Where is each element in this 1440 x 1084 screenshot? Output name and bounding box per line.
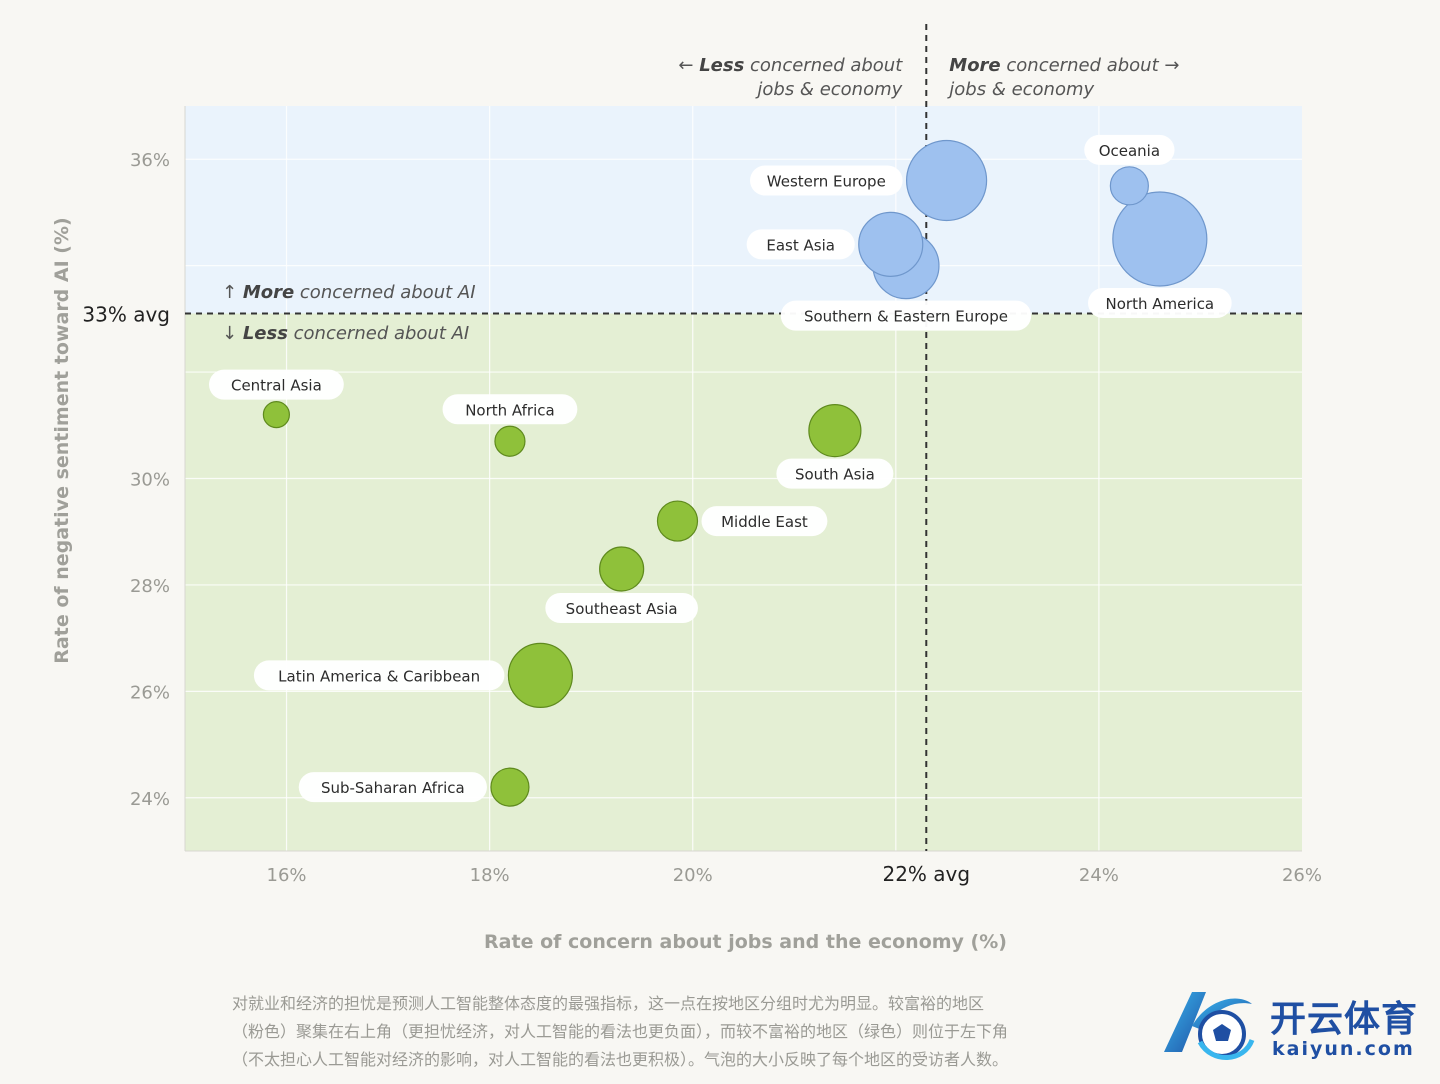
point-label-bg [746,229,855,260]
left-quadrant-annotation-line2: jobs & economy [754,79,902,100]
bubble-south-asia [808,404,862,458]
point-label-oceania: Oceania [1084,134,1175,165]
point-label-southern-and-eastern-europe: Southern & Eastern Europe [780,300,1032,331]
x-tick-label: 18% [470,865,510,886]
y-axis-title: Rate of negative sentiment toward AI (%) [51,217,73,663]
logo-text-en: kaiyun.com [1272,1038,1415,1060]
brand-logo: 开云体育 kaiyun.com [1152,982,1432,1066]
point-label-north-america: North America [1087,288,1232,319]
left-quadrant-annotation: ← Less concerned about [678,55,903,76]
scatter-chart: 16% 18% 20% 24% 26% 24% 26% 28% 30% 36% 22% avg 33%… [51,24,1322,953]
y-tick-label: 24% [130,789,170,810]
bubble-oceania [1109,166,1149,206]
point-label-southeast-asia: Southeast Asia [545,592,698,623]
y-tick-label: 26% [130,682,170,703]
point-label-text: Central Asia [231,377,322,395]
point-label-text: Sub-Saharan Africa [321,779,465,797]
point-label-bg [545,592,698,623]
caption-line: （粉色）聚集在右上角（更担忧经济，对人工智能的看法也更负面），而较不富裕的地区（… [232,1022,1009,1041]
lower-region-annotation: ↓ Less concerned about AI [222,323,469,344]
lower-region-bg [185,313,1302,851]
bubble-western-europe [905,139,988,222]
point-label-text: Southeast Asia [566,600,678,618]
point-label-bg [253,660,505,691]
logo-text-cn: 开云体育 [1270,999,1419,1040]
point-label-central-asia: Central Asia [208,369,344,400]
right-quadrant-annotation: More concerned about → [949,55,1179,76]
point-label-bg [1087,288,1232,319]
point-label-bg [298,772,487,803]
point-label-south-asia: South Asia [776,458,894,489]
point-label-bg [208,369,344,400]
bubble-central-asia [262,401,290,429]
point-label-text: East Asia [766,236,835,254]
point-label-text: Oceania [1099,142,1160,160]
point-label-text: South Asia [795,466,875,484]
point-label-bg [1084,134,1175,165]
point-label-text: Middle East [721,513,808,531]
point-label-latin-america-and-caribbean: Latin America & Caribbean [253,660,505,691]
ball-logo-icon [1164,992,1255,1060]
point-label-text: Latin America & Caribbean [278,667,480,685]
point-label-east-asia: East Asia [746,229,855,260]
bubble-southeast-asia [599,546,645,592]
point-label-middle-east: Middle East [701,506,828,537]
caption-line: 对就业和经济的担忧是预测人工智能整体态度的最强指标，这一点在按地区分组时尤为明显… [232,994,985,1013]
point-label-north-africa: North Africa [442,394,578,425]
chart-caption: 对就业和经济的担忧是预测人工智能整体态度的最强指标，这一点在按地区分组时尤为明显… [232,990,1162,1074]
bubble-north-africa [494,425,526,457]
x-tick-label: 26% [1282,865,1322,886]
point-label-bg [442,394,578,425]
upper-region-annotation: ↑ More concerned about AI [222,282,476,303]
x-average-label: 22% avg [882,862,970,886]
caption-line: （不太担心人工智能对经济的影响，对人工智能的看法也更积极）。气泡的大小反映了每个… [232,1050,1009,1069]
y-tick-label: 28% [130,576,170,597]
point-label-text: North Africa [465,401,555,419]
point-label-western-europe: Western Europe [749,165,903,196]
x-tick-label: 24% [1079,865,1119,886]
bubble-sub-saharan-africa [490,767,530,807]
point-label-bg [749,165,903,196]
point-label-bg [776,458,894,489]
y-tick-label: 30% [130,470,170,491]
x-tick-label: 16% [267,865,307,886]
bubble-north-america [1112,191,1208,287]
y-tick-label: 36% [130,150,170,171]
x-axis-title: Rate of concern about jobs and the econo… [484,931,1007,953]
point-label-bg [701,506,828,537]
x-tick-label: 20% [673,865,713,886]
y-average-label: 33% avg [82,303,170,327]
point-label-text: Western Europe [767,173,886,191]
point-label-sub-saharan-africa: Sub-Saharan Africa [298,772,487,803]
bubble-latin-america-and-caribbean [507,642,574,708]
point-label-text: Southern & Eastern Europe [804,308,1008,326]
bubble-east-asia [858,211,924,277]
point-label-bg [780,300,1032,331]
right-quadrant-annotation-line2: jobs & economy [946,79,1094,100]
point-label-text: North America [1106,295,1215,313]
bubble-middle-east [656,500,699,542]
